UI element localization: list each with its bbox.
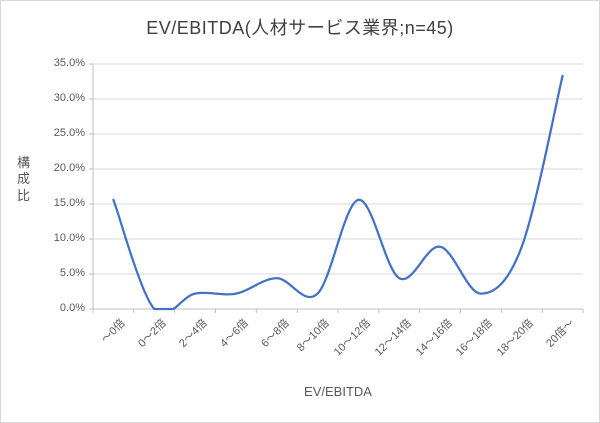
data-series-line [112,74,564,311]
y-tick-label: 30.0% [53,92,85,104]
y-tick-label: 35.0% [53,57,85,69]
x-axis-title: EV/EBITDA [304,384,372,399]
y-tick-label: 20.0% [53,162,85,174]
y-tick-label: 0.0% [59,302,85,314]
y-axis-title: 構 成 比 [17,155,31,203]
y-tick-label: 10.0% [53,232,85,244]
chart-title: EV/EBITDA(人材サービス業界;n=45) [146,18,454,38]
y-tick-label: 15.0% [53,197,85,209]
y-tick-label: 25.0% [53,127,85,139]
y-tick-label: 5.0% [59,267,85,279]
